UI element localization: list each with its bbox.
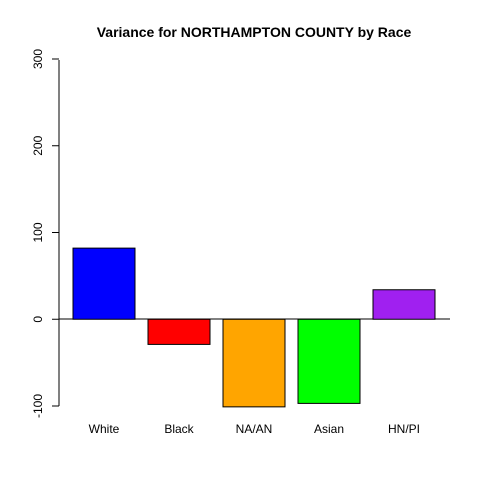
y-tick-label: 0 bbox=[31, 316, 45, 323]
chart-title: Variance for NORTHAMPTON COUNTY by Race bbox=[97, 24, 412, 40]
y-tick-label: -100 bbox=[31, 394, 45, 418]
x-category-label: NA/AN bbox=[236, 422, 273, 436]
bar-hn-pi bbox=[372, 289, 436, 320]
bar-asian bbox=[297, 318, 361, 404]
y-tick-label: 100 bbox=[31, 222, 45, 242]
y-tick-label: 200 bbox=[31, 135, 45, 155]
x-category-label: Asian bbox=[314, 422, 344, 436]
bars-group bbox=[72, 247, 436, 408]
x-category-label: White bbox=[89, 422, 120, 436]
x-category-label: HN/PI bbox=[388, 422, 420, 436]
y-tick-label: 300 bbox=[31, 49, 45, 69]
bar-white bbox=[72, 247, 136, 320]
bar-black bbox=[147, 318, 211, 345]
x-category-label: Black bbox=[164, 422, 194, 436]
x-axis-labels: White Black NA/AN Asian HN/PI bbox=[89, 422, 420, 436]
bar-na-an bbox=[222, 318, 286, 408]
y-axis-ticks: -100 0 100 200 300 bbox=[31, 49, 59, 418]
